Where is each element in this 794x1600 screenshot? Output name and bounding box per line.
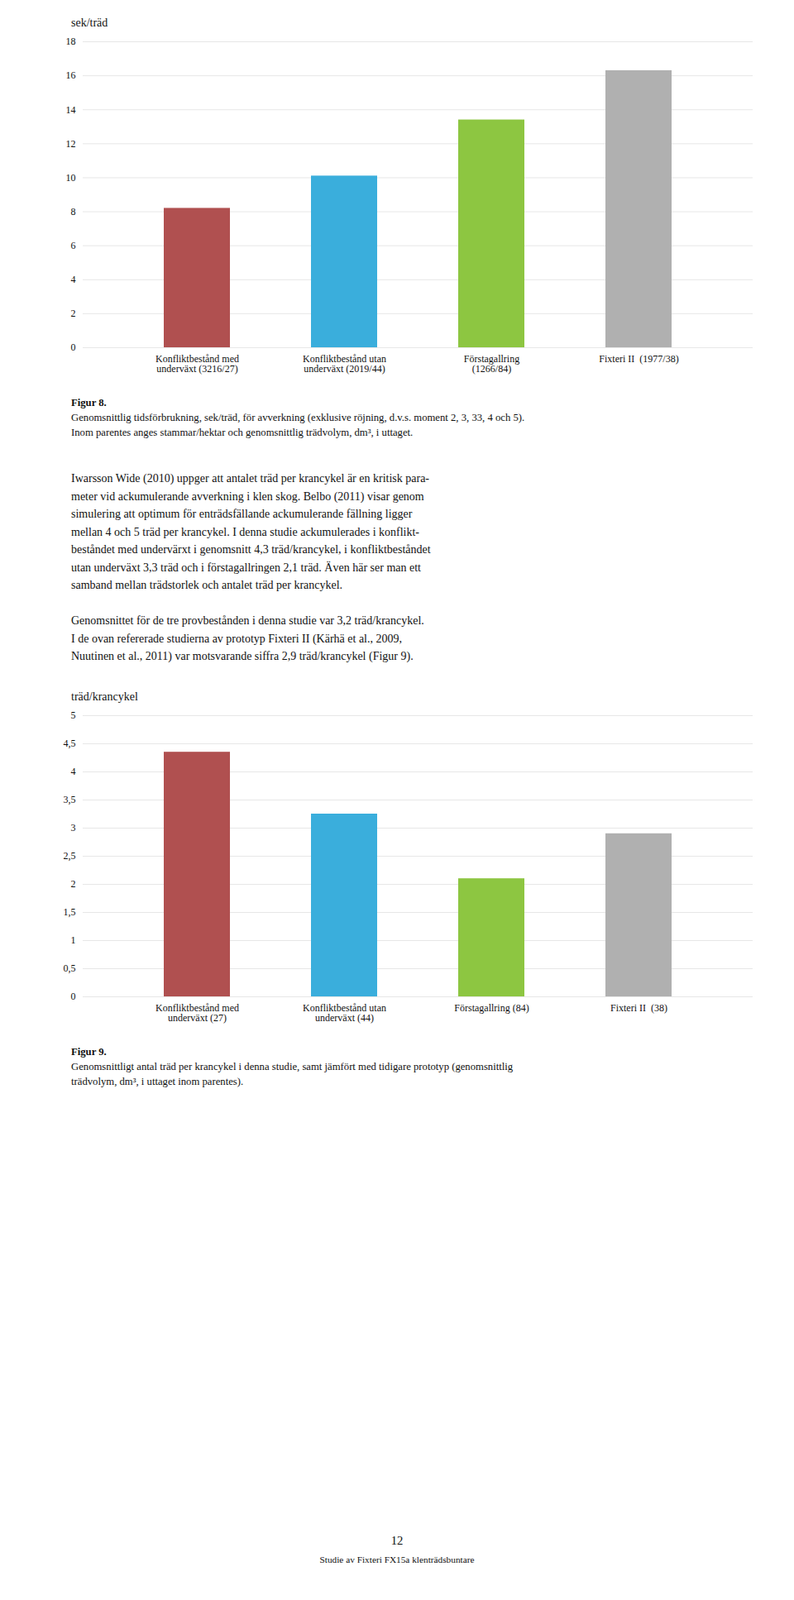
svg-text:1,5: 1,5: [63, 906, 77, 919]
svg-text:3,5: 3,5: [63, 794, 77, 806]
html-text:Studie av Fixteri FX15a klentr: Studie av Fixteri FX15a klenträdsbuntare: [319, 1554, 475, 1565]
svg-text:14: 14: [66, 104, 77, 116]
svg-text:Förstagallring(1266/84): Förstagallring(1266/84): [463, 353, 520, 375]
html-text:Inom parentes anges stammar/he: Inom parentes anges stammar/hektar och g…: [71, 426, 413, 439]
svg-text:5: 5: [71, 709, 77, 722]
svg-text:4: 4: [71, 765, 77, 778]
svg-text:Fixteri II (1977/38): Fixteri II (1977/38): [598, 353, 679, 365]
svg-text:Konfliktbestånd utanunderväxt: Konfliktbestånd utanunderväxt (44): [302, 1002, 387, 1024]
html-text:sek/träd: sek/träd: [71, 16, 108, 29]
svg-text:Konfliktbestånd medunderväxt (: Konfliktbestånd medunderväxt (3216/27): [155, 353, 240, 375]
html-text:Figur 9.: Figur 9.: [71, 1045, 107, 1058]
svg-text:Konfliktbestånd utanunderväxt: Konfliktbestånd utanunderväxt (2019/44): [302, 353, 387, 375]
html-text:meter vid ackumulerande avverk: meter vid ackumulerande avverkning i kle…: [71, 490, 425, 503]
html-text:mellan 4 och 5 träd per krancy: mellan 4 och 5 träd per krancykel. I den…: [71, 525, 420, 539]
html-text:12: 12: [390, 1534, 404, 1548]
svg-text:3: 3: [71, 822, 77, 834]
svg-text:4: 4: [71, 273, 77, 286]
html-text:trädvolym, dm³, i uttaget inom: trädvolym, dm³, i uttaget inom parentes)…: [71, 1075, 244, 1088]
svg-text:2: 2: [71, 307, 77, 320]
html-text:Nuutinen et al., 2011) var mot: Nuutinen et al., 2011) var motsvarande s…: [71, 650, 414, 663]
svg-text:0: 0: [71, 341, 77, 354]
svg-text:6: 6: [71, 239, 77, 252]
html-text:Genomsnittet för de tre provbe: Genomsnittet för de tre provbestånden i …: [71, 614, 425, 627]
html-text:träd/krancykel: träd/krancykel: [71, 690, 139, 703]
html-text:samband mellan trädstorlek och: samband mellan trädstorlek och antalet t…: [71, 578, 343, 592]
svg-text:2: 2: [71, 878, 77, 890]
svg-text:0: 0: [71, 990, 77, 1003]
svg-text:Fixteri II (38): Fixteri II (38): [610, 1002, 668, 1015]
html-text:Genomsnittlig tidsförbrukning,: Genomsnittlig tidsförbrukning, sek/träd,…: [71, 411, 525, 424]
svg-text:1: 1: [71, 934, 77, 947]
html-text:Figur 8.: Figur 8.: [71, 397, 107, 409]
html-text:Iwarsson Wide (2010) uppger at: Iwarsson Wide (2010) uppger att antalet …: [71, 472, 430, 485]
svg-text:4,5: 4,5: [63, 737, 77, 750]
svg-text:16: 16: [66, 69, 77, 82]
svg-text:Förstagallring (84): Förstagallring (84): [454, 1002, 529, 1015]
svg-text:0,5: 0,5: [63, 962, 77, 975]
html-text:Genomsnittligt antal träd per: Genomsnittligt antal träd per krancykel …: [71, 1060, 513, 1073]
html-text:utan underväxt 3,3 träd och i: utan underväxt 3,3 träd och i förstagall…: [71, 561, 421, 574]
html-text:I de ovan refererade studierna: I de ovan refererade studierna av protot…: [71, 632, 402, 645]
svg-text:Konfliktbestånd medunderväxt (: Konfliktbestånd medunderväxt (27): [155, 1002, 240, 1024]
svg-text:2,5: 2,5: [63, 850, 77, 862]
html-text:beståndet med undervärxt i gen: beståndet med undervärxt i genomsnitt 4,…: [71, 543, 431, 556]
svg-text:8: 8: [71, 205, 77, 218]
svg-text:10: 10: [66, 172, 77, 184]
html-text:simulering att optimum för ent: simulering att optimum för enträdsfällan…: [71, 507, 413, 521]
svg-text:12: 12: [66, 138, 77, 150]
svg-text:18: 18: [66, 35, 77, 48]
